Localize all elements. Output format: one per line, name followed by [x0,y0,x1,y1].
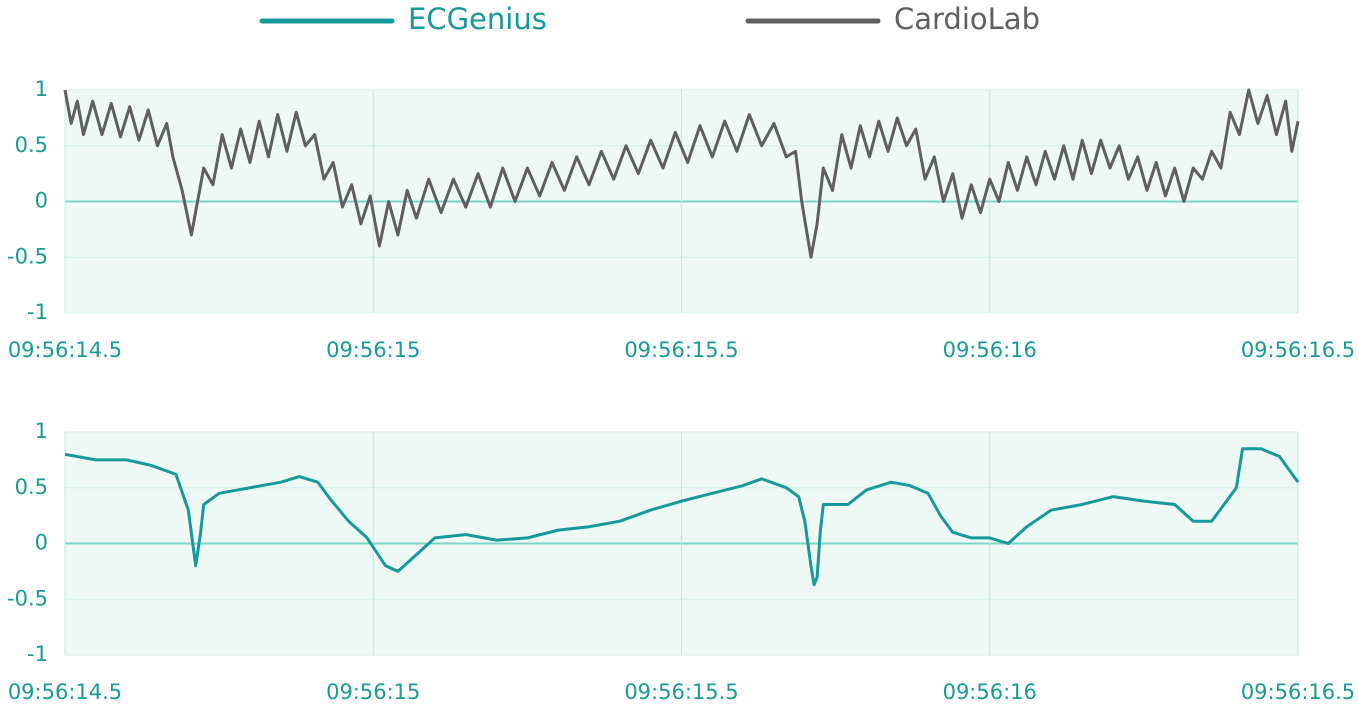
series-line [63,88,1300,259]
y-tick-label: -1 [27,642,48,666]
y-tick-label: -0.5 [7,244,48,268]
x-tick-label: 09:56:15.5 [624,338,738,362]
x-tick-label: 09:56:14.5 [8,338,122,362]
x-tick-label: 09:56:14.5 [8,680,122,704]
y-tick-label: 0.5 [15,475,48,499]
x-tick-label: 09:56:16 [943,338,1037,362]
x-tick-label: 09:56:16 [943,680,1037,704]
y-tick-label: 0.5 [15,133,48,157]
legend-label: ECGenius [408,2,547,36]
y-tick-label: 1 [35,419,48,443]
x-tick-label: 09:56:16.5 [1241,338,1355,362]
y-tick-label: 0 [35,189,48,213]
series-line [64,447,1300,587]
x-tick-label: 09:56:16.5 [1241,680,1355,704]
y-tick-label: 0 [35,531,48,555]
y-tick-label: 1 [35,77,48,101]
x-tick-label: 09:56:15 [326,338,420,362]
x-tick-label: 09:56:15.5 [624,680,738,704]
x-tick-label: 09:56:15 [326,680,420,704]
legend-label: CardioLab [894,2,1040,36]
y-tick-label: -0.5 [7,586,48,610]
y-tick-label: -1 [27,300,48,324]
